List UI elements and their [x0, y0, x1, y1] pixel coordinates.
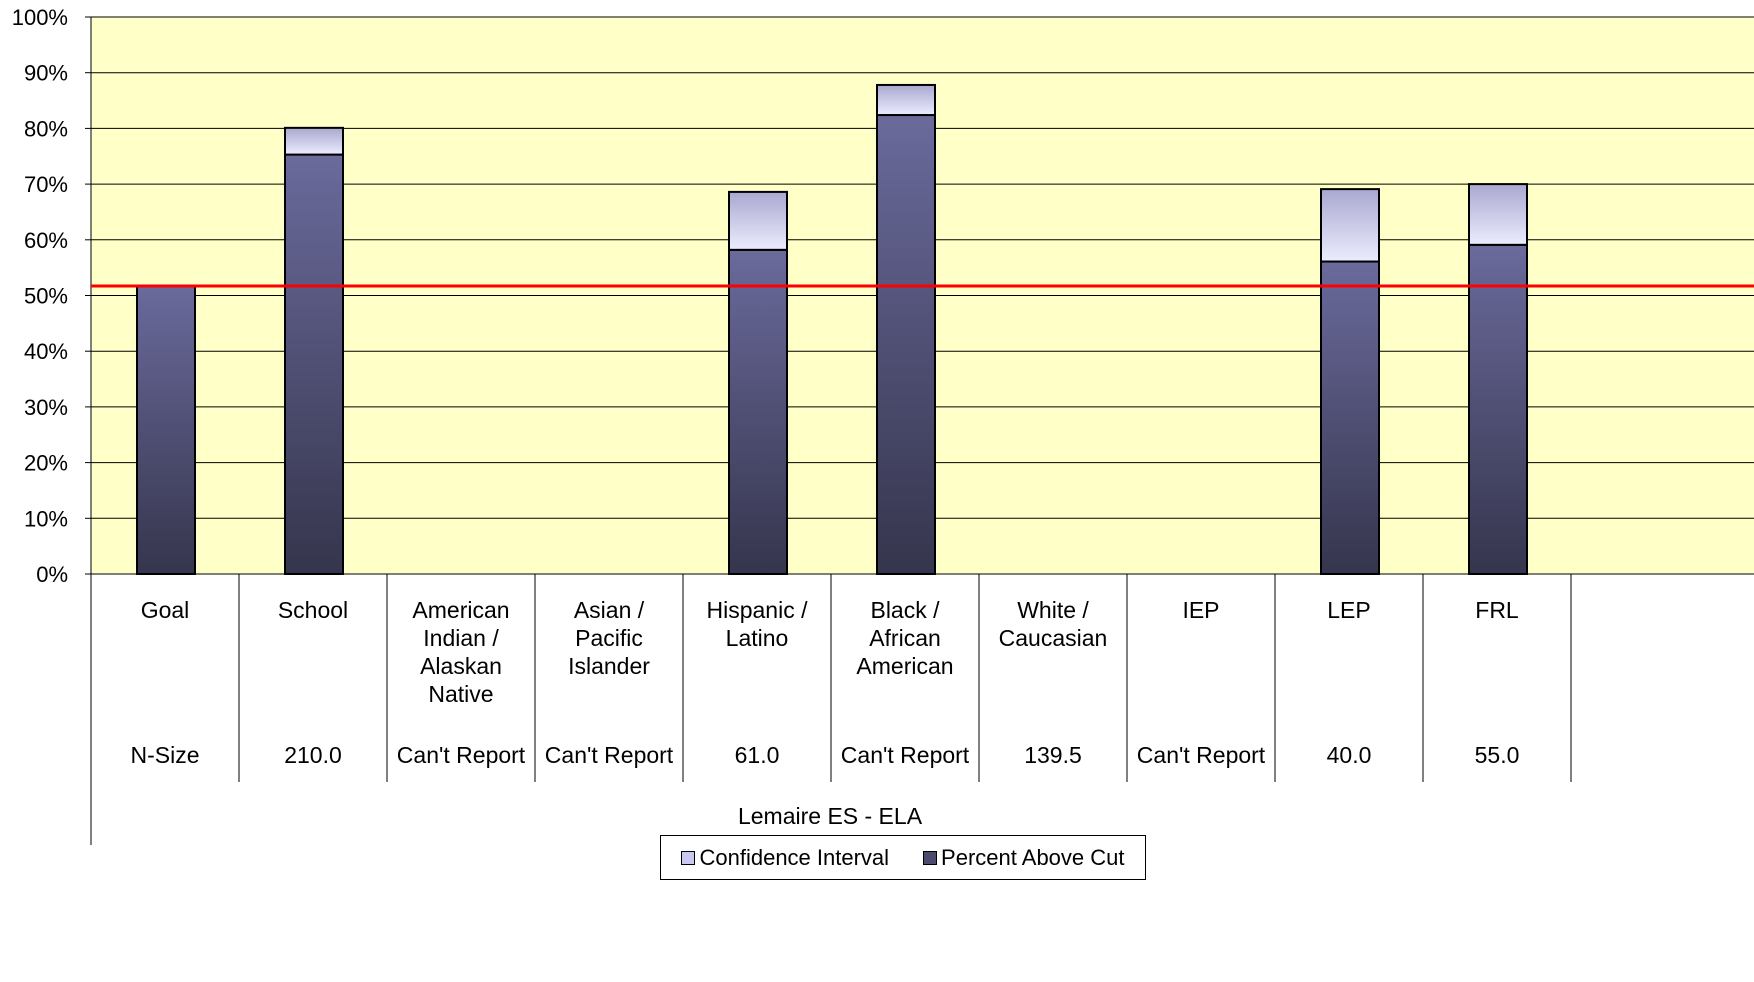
- n-size-label: Can't Report: [396, 742, 526, 768]
- category-label: IEP: [1182, 597, 1220, 623]
- n-size-label: Can't Report: [840, 742, 970, 768]
- legend: Confidence Interval Percent Above Cut: [660, 835, 1146, 880]
- n-size-label: 210.0: [284, 742, 342, 768]
- bar-confidence-interval: [1468, 183, 1528, 246]
- n-size-label: 139.5: [1024, 742, 1082, 768]
- category-label: Hispanic / Latino: [706, 597, 808, 651]
- category-label: FRL: [1475, 597, 1519, 623]
- legend-label-percent-above-cut: Percent Above Cut: [941, 844, 1125, 870]
- n-size-label: 40.0: [1326, 742, 1372, 768]
- category-label: Black / African American: [856, 597, 954, 679]
- y-tick-label: 30%: [24, 395, 68, 420]
- y-tick-label: 40%: [24, 339, 68, 364]
- n-size-label: N-Size: [130, 742, 200, 768]
- bar-percent-above-cut: [284, 153, 344, 575]
- y-tick-label: 60%: [24, 228, 68, 253]
- y-tick-label: 20%: [24, 451, 68, 476]
- bar-percent-above-cut: [1468, 243, 1528, 576]
- y-tick-label: 50%: [24, 284, 68, 309]
- n-size-label: 61.0: [734, 742, 780, 768]
- n-size-label: Can't Report: [544, 742, 674, 768]
- bar-percent-above-cut: [1320, 260, 1380, 575]
- n-size-label: 55.0: [1474, 742, 1520, 768]
- bar-percent-above-cut: [136, 285, 196, 575]
- category-label: Goal: [140, 597, 190, 623]
- bar-percent-above-cut: [728, 248, 788, 576]
- legend-label-confidence-interval: Confidence Interval: [699, 844, 890, 870]
- y-tick-label: 80%: [24, 116, 68, 141]
- bar-percent-above-cut: [876, 114, 936, 575]
- y-tick-label: 90%: [24, 61, 68, 86]
- legend-swatch-percent-above-cut: [923, 850, 938, 865]
- y-tick-label: 100%: [12, 5, 68, 30]
- legend-item-percent-above-cut: Percent Above Cut: [923, 844, 1125, 871]
- bar-confidence-interval: [876, 83, 936, 117]
- y-tick-label: 10%: [24, 506, 68, 531]
- y-tick-label: 0%: [36, 562, 68, 587]
- category-label: White / Caucasian: [998, 597, 1108, 651]
- category-label: School: [277, 597, 349, 623]
- y-tick-label: 70%: [24, 172, 68, 197]
- category-label: Asian / Pacific Islander: [568, 597, 650, 679]
- category-label: LEP: [1327, 597, 1371, 623]
- legend-swatch-confidence-interval: [681, 850, 696, 865]
- n-size-label: Can't Report: [1136, 742, 1266, 768]
- category-label: American Indian / Alaskan Native: [412, 597, 510, 707]
- bar-confidence-interval: [728, 190, 788, 251]
- chart-caption: Lemaire ES - ELA: [737, 803, 923, 829]
- legend-item-confidence-interval: Confidence Interval: [681, 845, 889, 871]
- bar-confidence-interval: [284, 126, 344, 156]
- bar-confidence-interval: [1320, 188, 1380, 263]
